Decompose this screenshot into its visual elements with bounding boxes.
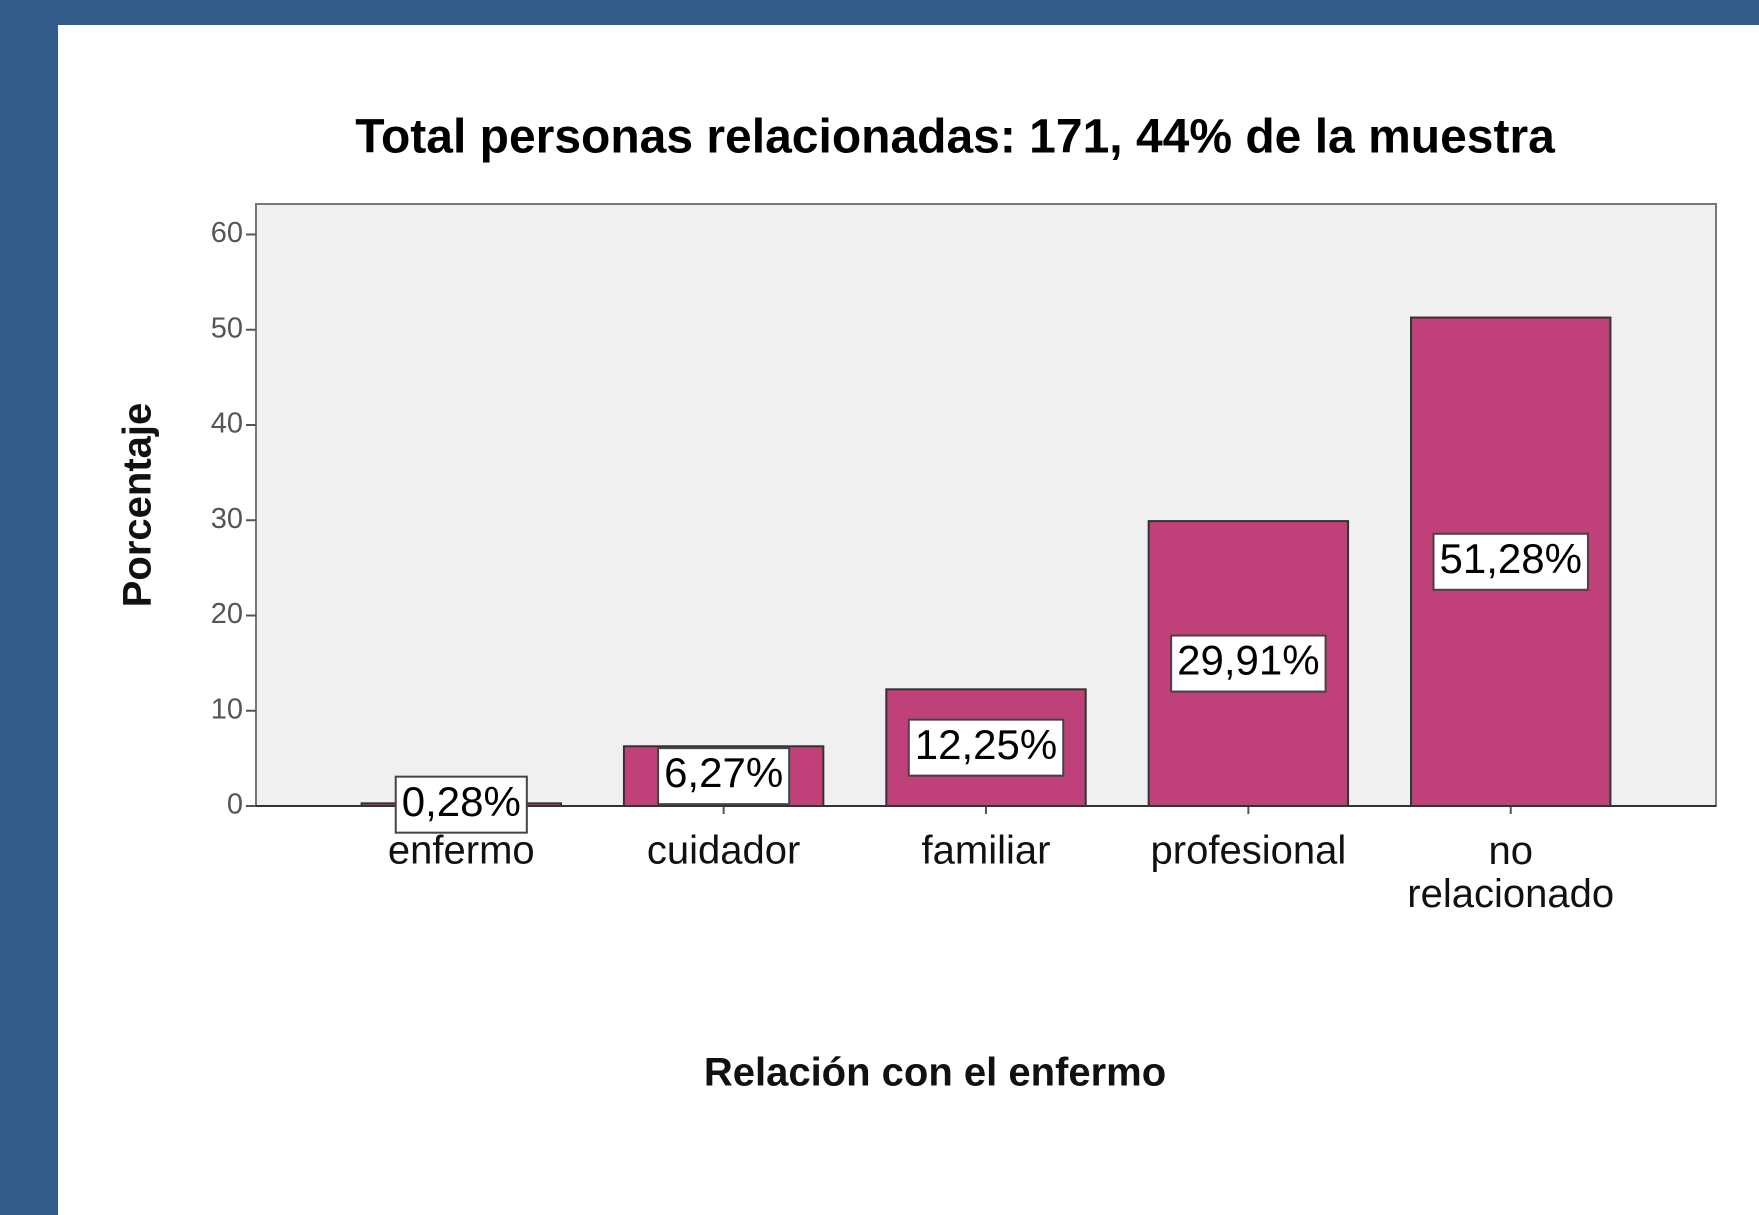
y-tick-label: 10 bbox=[211, 693, 243, 725]
x-tick-label: no relacionado bbox=[1407, 829, 1614, 916]
y-tick-label: 60 bbox=[211, 217, 243, 249]
y-axis-label: Porcentaje bbox=[116, 403, 160, 608]
value-label-box bbox=[907, 718, 1065, 777]
y-tick-label: 40 bbox=[211, 408, 243, 440]
value-label-group: 29,91% bbox=[1170, 634, 1327, 693]
value-label-box bbox=[1432, 532, 1589, 591]
frame-top bbox=[0, 0, 1759, 25]
value-label-box bbox=[1170, 634, 1327, 693]
value-label-group: 6,27% bbox=[657, 747, 791, 806]
y-tick-label: 30 bbox=[211, 503, 243, 535]
value-label-group: 51,28% bbox=[1432, 532, 1589, 591]
value-label-group: 0,28% bbox=[394, 775, 528, 834]
value-label-box bbox=[657, 747, 791, 806]
value-label-box bbox=[394, 775, 528, 834]
frame-left bbox=[0, 0, 58, 1215]
y-tick-label: 0 bbox=[227, 789, 243, 821]
x-tick-label: cuidador bbox=[647, 829, 800, 873]
value-label: 51,28% bbox=[1439, 535, 1581, 582]
value-label: 6,27% bbox=[664, 749, 783, 796]
value-label: 29,91% bbox=[1177, 637, 1319, 684]
x-tick-label: profesional bbox=[1151, 829, 1347, 873]
x-axis-label: Relación con el enfermo bbox=[704, 1051, 1166, 1095]
x-tick-label: enfermo bbox=[388, 829, 535, 873]
y-tick-label: 20 bbox=[211, 598, 243, 630]
value-label-group: 12,25% bbox=[907, 718, 1065, 777]
chart-title: Total personas relacionadas: 171, 44% de… bbox=[355, 111, 1555, 164]
value-label: 12,25% bbox=[915, 721, 1057, 768]
value-label: 0,28% bbox=[402, 778, 521, 825]
x-tick-label: familiar bbox=[922, 829, 1051, 873]
y-tick-label: 50 bbox=[211, 312, 243, 344]
